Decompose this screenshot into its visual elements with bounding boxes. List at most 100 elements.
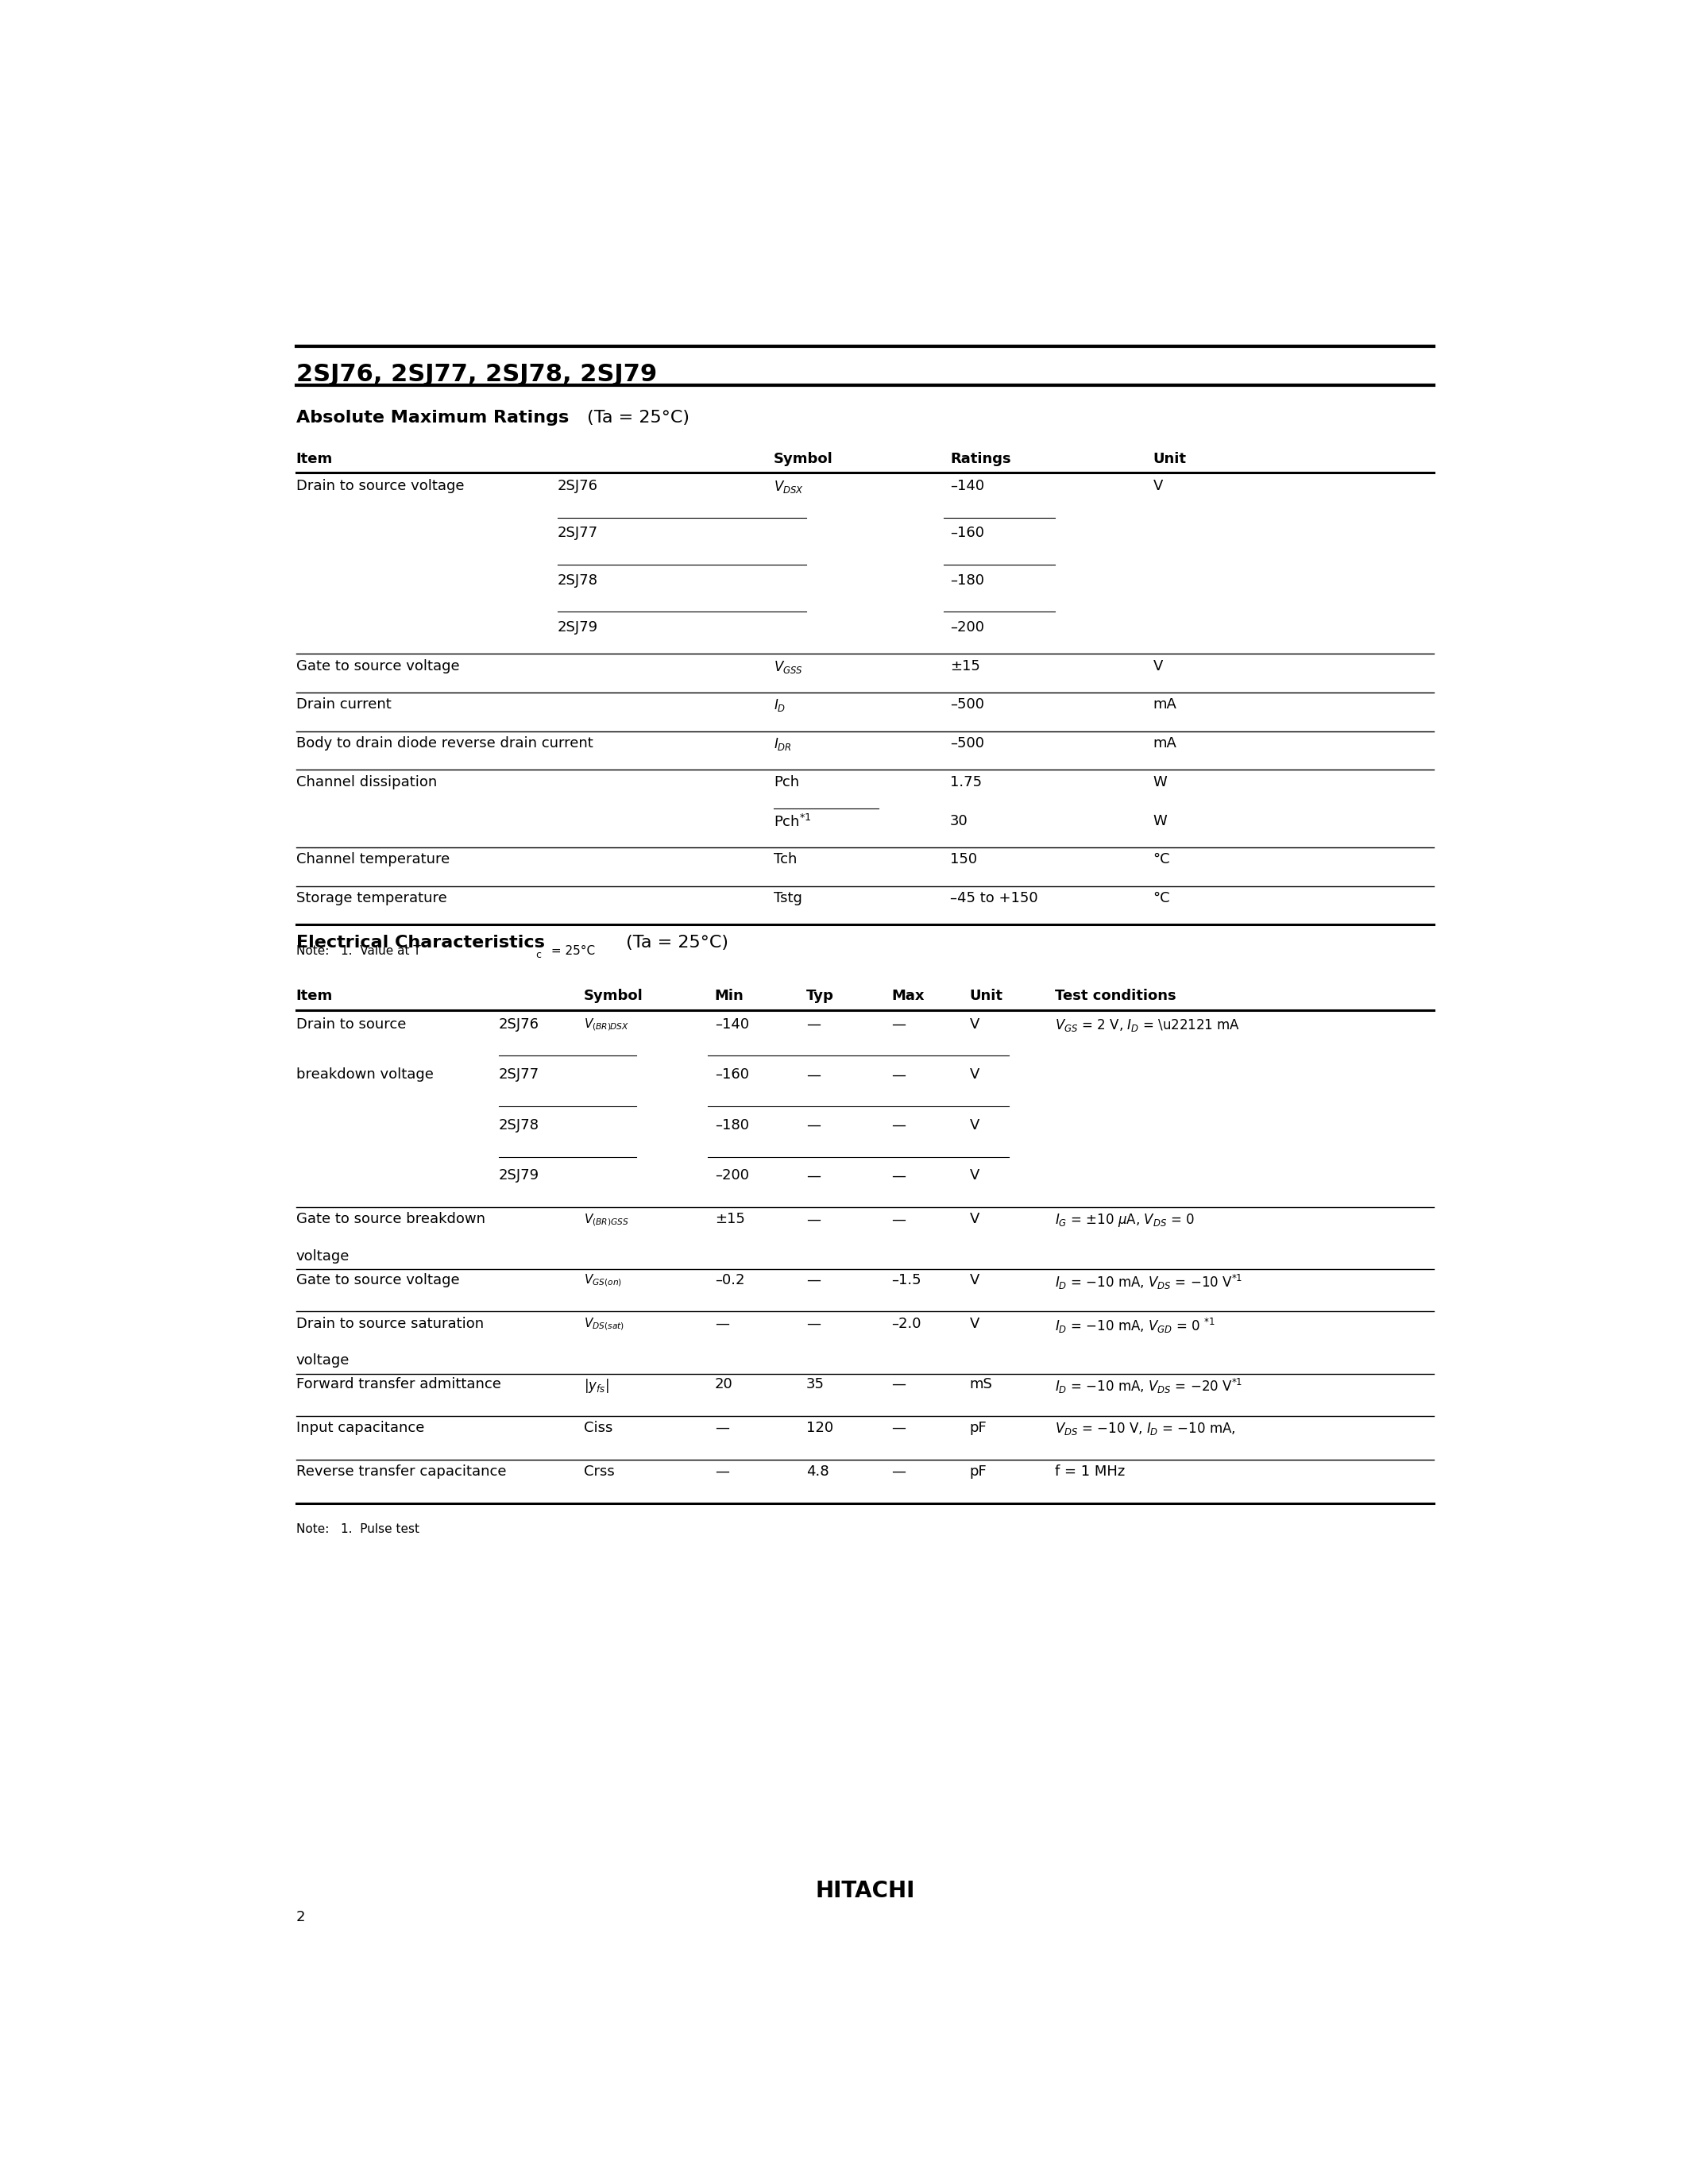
Text: –200: –200 bbox=[714, 1168, 749, 1184]
Text: W: W bbox=[1153, 815, 1166, 828]
Text: Pch: Pch bbox=[773, 775, 798, 788]
Text: 1.75: 1.75 bbox=[950, 775, 982, 788]
Text: –45 to +150: –45 to +150 bbox=[950, 891, 1038, 906]
Text: $I_D$ = $-$10 mA, $V_{DS}$ = $-$20 V$^{*1}$: $I_D$ = $-$10 mA, $V_{DS}$ = $-$20 V$^{*… bbox=[1055, 1378, 1242, 1396]
Text: 2: 2 bbox=[295, 1911, 306, 1924]
Text: $V_{DSX}$: $V_{DSX}$ bbox=[773, 478, 803, 496]
Text: Forward transfer admittance: Forward transfer admittance bbox=[295, 1378, 501, 1391]
Text: Drain to source saturation: Drain to source saturation bbox=[295, 1317, 483, 1330]
Text: $I_D$ = $-$10 mA, $V_{GD}$ = 0 $^{*1}$: $I_D$ = $-$10 mA, $V_{GD}$ = 0 $^{*1}$ bbox=[1055, 1317, 1215, 1334]
Text: V: V bbox=[1153, 660, 1163, 673]
Text: Channel dissipation: Channel dissipation bbox=[295, 775, 437, 788]
Text: 2SJ77: 2SJ77 bbox=[557, 526, 598, 539]
Text: Ratings: Ratings bbox=[950, 452, 1011, 467]
Text: —: — bbox=[807, 1273, 820, 1286]
Text: Body to drain diode reverse drain current: Body to drain diode reverse drain curren… bbox=[295, 736, 592, 751]
Text: Symbol: Symbol bbox=[773, 452, 832, 467]
Text: 4.8: 4.8 bbox=[807, 1465, 829, 1479]
Text: 2SJ78: 2SJ78 bbox=[500, 1118, 540, 1131]
Text: V: V bbox=[969, 1317, 979, 1330]
Text: c: c bbox=[535, 950, 540, 961]
Text: (Ta = 25°C): (Ta = 25°C) bbox=[581, 411, 689, 426]
Text: —: — bbox=[891, 1068, 905, 1081]
Text: 2SJ76: 2SJ76 bbox=[557, 478, 598, 494]
Text: Note:   1.  Value at T: Note: 1. Value at T bbox=[295, 946, 420, 957]
Text: °C: °C bbox=[1153, 891, 1170, 906]
Text: Test conditions: Test conditions bbox=[1055, 989, 1177, 1002]
Text: Unit: Unit bbox=[1153, 452, 1187, 467]
Text: 35: 35 bbox=[807, 1378, 824, 1391]
Text: voltage: voltage bbox=[295, 1354, 349, 1367]
Text: —: — bbox=[891, 1018, 905, 1031]
Text: V: V bbox=[969, 1118, 979, 1131]
Text: mA: mA bbox=[1153, 697, 1177, 712]
Text: –500: –500 bbox=[950, 697, 984, 712]
Text: Crss: Crss bbox=[584, 1465, 614, 1479]
Text: —: — bbox=[891, 1422, 905, 1435]
Text: Max: Max bbox=[891, 989, 925, 1002]
Text: Reverse transfer capacitance: Reverse transfer capacitance bbox=[295, 1465, 506, 1479]
Text: $V_{DS(sat)}$: $V_{DS(sat)}$ bbox=[584, 1317, 625, 1332]
Text: –200: –200 bbox=[950, 620, 984, 636]
Text: Storage temperature: Storage temperature bbox=[295, 891, 447, 906]
Text: Tstg: Tstg bbox=[773, 891, 802, 906]
Text: Channel temperature: Channel temperature bbox=[295, 852, 449, 867]
Text: Gate to source breakdown: Gate to source breakdown bbox=[295, 1212, 484, 1227]
Text: 2SJ79: 2SJ79 bbox=[500, 1168, 540, 1184]
Text: Electrical Characteristics: Electrical Characteristics bbox=[295, 935, 545, 950]
Text: 30: 30 bbox=[950, 815, 969, 828]
Text: —: — bbox=[714, 1317, 729, 1330]
Text: ±15: ±15 bbox=[714, 1212, 744, 1227]
Text: $I_D$ = $-$10 mA, $V_{DS}$ = $-$10 V$^{*1}$: $I_D$ = $-$10 mA, $V_{DS}$ = $-$10 V$^{*… bbox=[1055, 1273, 1242, 1291]
Text: $|y_{fs}|$: $|y_{fs}|$ bbox=[584, 1378, 609, 1396]
Text: —: — bbox=[891, 1212, 905, 1227]
Text: voltage: voltage bbox=[295, 1249, 349, 1265]
Text: V: V bbox=[969, 1168, 979, 1184]
Text: 150: 150 bbox=[950, 852, 977, 867]
Text: (Ta = 25°C): (Ta = 25°C) bbox=[621, 935, 729, 950]
Text: ±15: ±15 bbox=[950, 660, 981, 673]
Text: $V_{GSS}$: $V_{GSS}$ bbox=[773, 660, 803, 675]
Text: 20: 20 bbox=[714, 1378, 733, 1391]
Text: –1.5: –1.5 bbox=[891, 1273, 922, 1286]
Text: breakdown voltage: breakdown voltage bbox=[295, 1068, 434, 1081]
Text: mA: mA bbox=[1153, 736, 1177, 751]
Text: —: — bbox=[891, 1168, 905, 1184]
Text: Gate to source voltage: Gate to source voltage bbox=[295, 660, 459, 673]
Text: —: — bbox=[807, 1018, 820, 1031]
Text: —: — bbox=[807, 1068, 820, 1081]
Text: $I_{DR}$: $I_{DR}$ bbox=[773, 736, 792, 751]
Text: —: — bbox=[714, 1422, 729, 1435]
Text: Drain current: Drain current bbox=[295, 697, 392, 712]
Text: V: V bbox=[969, 1212, 979, 1227]
Text: 2SJ78: 2SJ78 bbox=[557, 572, 598, 587]
Text: HITACHI: HITACHI bbox=[815, 1880, 915, 1902]
Text: Gate to source voltage: Gate to source voltage bbox=[295, 1273, 459, 1286]
Text: —: — bbox=[891, 1465, 905, 1479]
Text: mS: mS bbox=[969, 1378, 993, 1391]
Text: –500: –500 bbox=[950, 736, 984, 751]
Text: —: — bbox=[807, 1168, 820, 1184]
Text: Ciss: Ciss bbox=[584, 1422, 613, 1435]
Text: –140: –140 bbox=[950, 478, 984, 494]
Text: –2.0: –2.0 bbox=[891, 1317, 922, 1330]
Text: Typ: Typ bbox=[807, 989, 834, 1002]
Text: Input capacitance: Input capacitance bbox=[295, 1422, 424, 1435]
Text: V: V bbox=[969, 1068, 979, 1081]
Text: Symbol: Symbol bbox=[584, 989, 643, 1002]
Text: Note:   1.  Pulse test: Note: 1. Pulse test bbox=[295, 1524, 419, 1535]
Text: pF: pF bbox=[969, 1422, 987, 1435]
Text: –180: –180 bbox=[950, 572, 984, 587]
Text: pF: pF bbox=[969, 1465, 987, 1479]
Text: 120: 120 bbox=[807, 1422, 834, 1435]
Text: Drain to source voltage: Drain to source voltage bbox=[295, 478, 464, 494]
Text: $V_{GS}$ = 2 V, $I_D$ = \u22121 mA: $V_{GS}$ = 2 V, $I_D$ = \u22121 mA bbox=[1055, 1018, 1241, 1033]
Text: $I_G$ = $\pm$10 $\mu$A, $V_{DS}$ = 0: $I_G$ = $\pm$10 $\mu$A, $V_{DS}$ = 0 bbox=[1055, 1212, 1195, 1230]
Text: –0.2: –0.2 bbox=[714, 1273, 744, 1286]
Text: V: V bbox=[969, 1273, 979, 1286]
Text: °C: °C bbox=[1153, 852, 1170, 867]
Text: 2SJ79: 2SJ79 bbox=[557, 620, 598, 636]
Text: –160: –160 bbox=[950, 526, 984, 539]
Text: 2SJ77: 2SJ77 bbox=[500, 1068, 540, 1081]
Text: —: — bbox=[807, 1317, 820, 1330]
